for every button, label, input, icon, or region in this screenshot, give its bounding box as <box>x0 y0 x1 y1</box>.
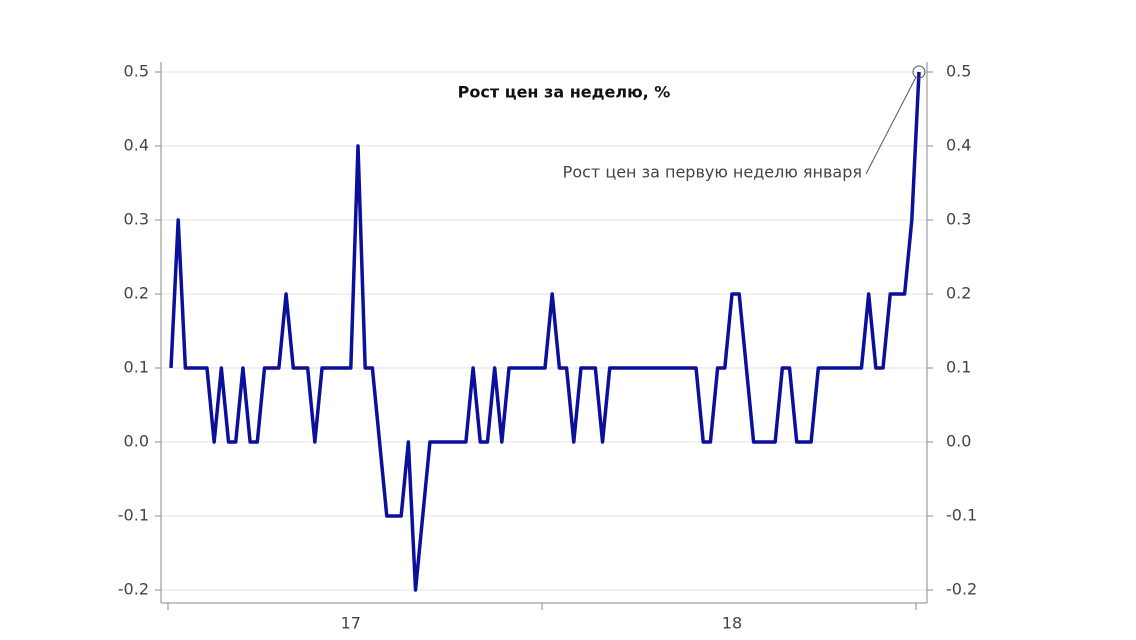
y2-tick-label: 0.4 <box>946 136 971 155</box>
y-tick-label: 0.5 <box>124 62 149 81</box>
y-tick-label: 0.4 <box>124 136 149 155</box>
annotation-marker <box>912 65 926 79</box>
chart-title: Рост цен за неделю, % <box>458 83 671 102</box>
annotation: Рост цен за первую неделю января <box>563 163 862 182</box>
y2-tick-label: 0.0 <box>946 432 971 451</box>
x-tick-label: 17 <box>341 614 361 633</box>
y-tick-label: -0.1 <box>118 506 149 525</box>
y-tick-label: 0.0 <box>124 432 149 451</box>
y2-tick-label: 0.5 <box>946 62 971 81</box>
y-tick-label: -0.2 <box>118 580 149 599</box>
y2-tick-label: 0.3 <box>946 210 971 229</box>
y-tick-label: 0.3 <box>124 210 149 229</box>
y2-tick-label: 0.2 <box>946 284 971 303</box>
x-tick-label: 18 <box>722 614 742 633</box>
y2-tick-label: 0.1 <box>946 358 971 377</box>
line-series <box>169 71 921 592</box>
y-tick-label: 0.2 <box>124 284 149 303</box>
y-tick-label: 0.1 <box>124 358 149 377</box>
y2-tick-label: -0.1 <box>946 506 977 525</box>
annotation-leader <box>865 76 917 175</box>
y2-tick-label: -0.2 <box>946 580 977 599</box>
